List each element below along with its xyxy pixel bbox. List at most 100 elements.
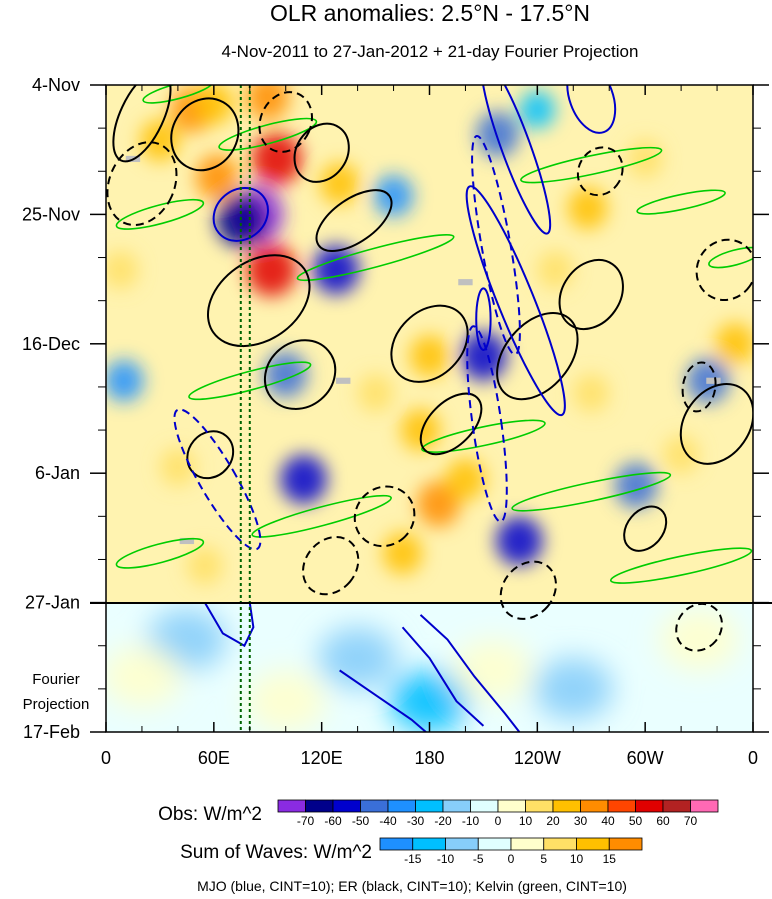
obs-anomaly-cell	[159, 447, 196, 487]
kelvin-contour	[609, 547, 753, 584]
mjo-projection-contour	[339, 669, 427, 732]
obs-colorbar-swatch	[415, 799, 444, 813]
obs-colorbar-level: -70	[297, 814, 315, 828]
waves-colorbar-swatch	[445, 837, 479, 851]
y-tick-label: 27-Jan	[25, 593, 80, 613]
obs-anomaly-cell	[357, 373, 394, 413]
obs-colorbar-swatch	[277, 799, 306, 813]
missing-data-patch	[336, 377, 351, 384]
er-contour	[576, 146, 624, 197]
x-tick-label: 0	[748, 748, 758, 768]
obs-colorbar-swatch	[580, 799, 609, 813]
x-tick-label: 180	[414, 748, 444, 768]
obs-anomaly-cell	[460, 331, 507, 381]
y-tick-label: 17-Feb	[23, 722, 80, 742]
projection-anomaly-cell	[533, 658, 613, 720]
mjo-contour	[480, 85, 552, 235]
mjo-contour	[465, 185, 566, 417]
er-contour	[315, 189, 393, 252]
mjo-contour	[466, 325, 508, 523]
obs-colorbar-swatch	[662, 799, 691, 813]
waves-colorbar-swatch	[608, 837, 643, 851]
waves-colorbar-label: Sum of Waves: W/m^2	[180, 842, 372, 863]
obs-colorbar-level: 10	[519, 814, 533, 828]
kelvin-contour	[636, 189, 726, 215]
obs-colorbar-swatch	[525, 799, 554, 813]
projection-label-line1: Fourier	[32, 671, 80, 688]
obs-colorbar-level: -40	[379, 814, 397, 828]
mjo-projection-contour	[203, 602, 255, 648]
waves-colorbar-level: -15	[404, 852, 422, 866]
obs-anomaly-cell	[251, 132, 302, 186]
wave-contours	[106, 85, 753, 732]
x-tick-label: 120E	[301, 748, 343, 768]
waves-colorbar-swatch	[510, 837, 545, 851]
er-contour	[293, 122, 350, 183]
er-contour	[679, 382, 753, 465]
kelvin-contour	[142, 85, 214, 104]
obs-colorbar-swatch	[635, 799, 664, 813]
obs-colorbar-level: -50	[352, 814, 370, 828]
obs-anomaly-cell	[195, 154, 239, 201]
waves-colorbar-level: 10	[570, 852, 584, 866]
kelvin-contour	[115, 537, 205, 569]
obs-colorbar-swatch	[442, 799, 471, 813]
mjo-contour	[173, 408, 262, 551]
obs-colorbar-level: -10	[462, 814, 480, 828]
er-contour	[302, 536, 360, 596]
obs-anomaly-cell	[627, 139, 664, 179]
obs-anomaly-cell	[663, 435, 700, 474]
obs-colorbar-swatch	[690, 799, 719, 813]
y-tick-label: 4-Nov	[32, 75, 80, 95]
x-tick-label: 120W	[514, 748, 561, 768]
kelvin-contour	[708, 246, 753, 269]
obs-colorbar: -70 -60 -50 -40 -30 -20 -10 0 10 20 30 40 50 60 70	[277, 799, 719, 828]
obs-anomaly-cell	[715, 322, 753, 365]
er-contour	[695, 238, 753, 302]
kelvin-contour	[188, 361, 312, 401]
kelvin-contour	[520, 146, 663, 184]
er-contour	[390, 304, 469, 383]
waves-colorbar-level: 15	[603, 852, 617, 866]
kelvin-contours	[115, 85, 753, 584]
obs-colorbar-level: -60	[324, 814, 342, 828]
er-contour	[170, 97, 240, 172]
footer-caption: MJO (blue, CINT=10); ER (black, CINT=10)…	[197, 878, 627, 894]
obs-colorbar-level: 20	[546, 814, 560, 828]
obs-colorbar-level: 70	[684, 814, 698, 828]
obs-colorbar-level: 60	[656, 814, 670, 828]
obs-colorbar-swatch	[305, 799, 334, 813]
obs-anomaly-cell	[194, 85, 234, 125]
obs-anomaly-cell	[476, 111, 520, 158]
obs-anomaly-cell	[416, 481, 461, 527]
projection-anomaly-cell	[318, 627, 398, 689]
projection-anomaly-cell	[452, 639, 532, 702]
obs-anomaly-cell	[373, 174, 414, 217]
obs-anomaly-cell	[215, 194, 266, 248]
er-contour	[419, 392, 483, 456]
obs-anomaly-cell	[106, 359, 144, 402]
projection-field	[106, 608, 739, 732]
mjo-contour	[212, 186, 269, 242]
missing-data-patch	[706, 377, 721, 384]
obs-anomaly-cell	[319, 162, 360, 205]
er-contour	[496, 312, 579, 401]
missing-data-patch	[458, 279, 473, 286]
er-contour	[206, 254, 311, 348]
obs-colorbar-level: 30	[574, 814, 588, 828]
obs-anomaly-cell	[246, 243, 297, 297]
obs-colorbar-level: 0	[495, 814, 502, 828]
er-contour	[675, 602, 723, 652]
obs-colorbar-swatch	[470, 799, 499, 813]
er-contours	[106, 85, 753, 652]
obs-colorbar-level: 40	[601, 814, 615, 828]
mjo-contours	[173, 85, 617, 732]
obs-anomaly-cell	[445, 458, 486, 501]
obs-anomaly-cell	[312, 245, 360, 295]
waves-colorbar: -15 -10 -5 0 5 10 15	[379, 837, 643, 866]
obs-colorbar-level: 50	[629, 814, 643, 828]
x-tick-label: 60E	[198, 748, 230, 768]
chart-subtitle: 4-Nov-2011 to 27-Jan-2012 + 21-day Fouri…	[222, 42, 639, 61]
y-tick-label: 6-Jan	[35, 463, 80, 483]
